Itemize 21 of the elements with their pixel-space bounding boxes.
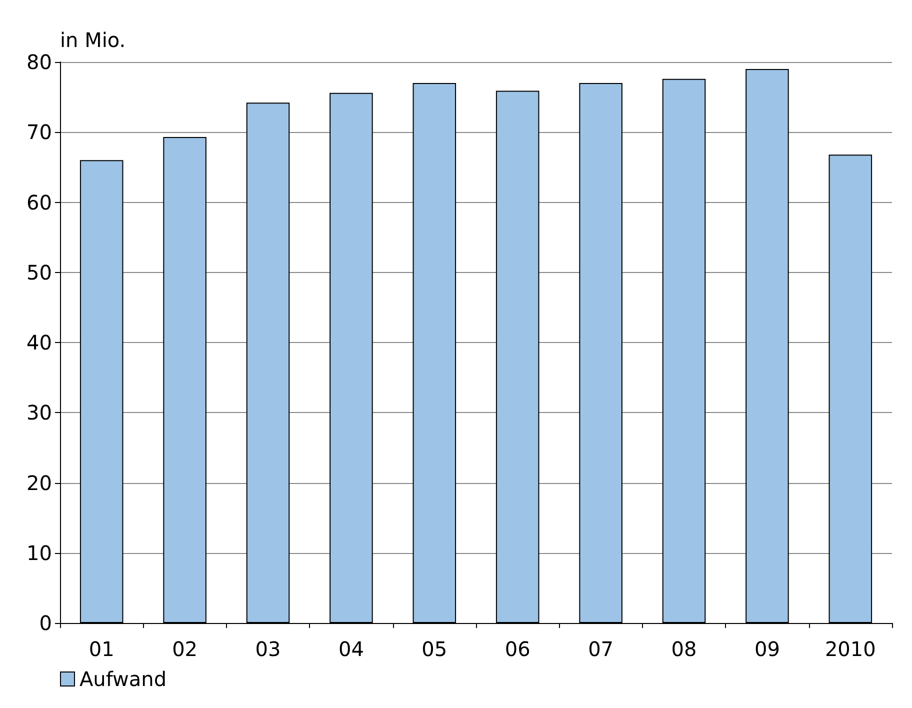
x-tick-label: 05: [422, 637, 448, 661]
x-tick-label: 02: [172, 637, 198, 661]
y-tick-label: 20: [26, 470, 52, 495]
y-tick-label: 30: [26, 400, 52, 425]
legend-label: Aufwand: [80, 667, 167, 691]
x-tick-label: 03: [255, 637, 281, 661]
y-tick-label: 40: [26, 330, 52, 354]
y-tick-label: 70: [26, 120, 52, 144]
y-tick-label: 80: [26, 50, 52, 74]
y-tick-label: 10: [26, 540, 52, 565]
x-tick-label: 08: [671, 637, 697, 661]
x-tick-label: 04: [338, 637, 364, 661]
x-tick-label: 01: [88, 637, 114, 661]
y-tick-label: 0: [39, 611, 52, 635]
x-tick-label: 09: [754, 637, 780, 661]
x-tick-label: 2010: [824, 637, 876, 661]
y-axis-title: in Mio.: [60, 28, 126, 52]
y-tick-label: 60: [26, 190, 52, 214]
x-tick-label: 06: [504, 637, 530, 661]
y-tick-label: 50: [26, 260, 52, 284]
x-tick-label: 07: [588, 637, 614, 661]
